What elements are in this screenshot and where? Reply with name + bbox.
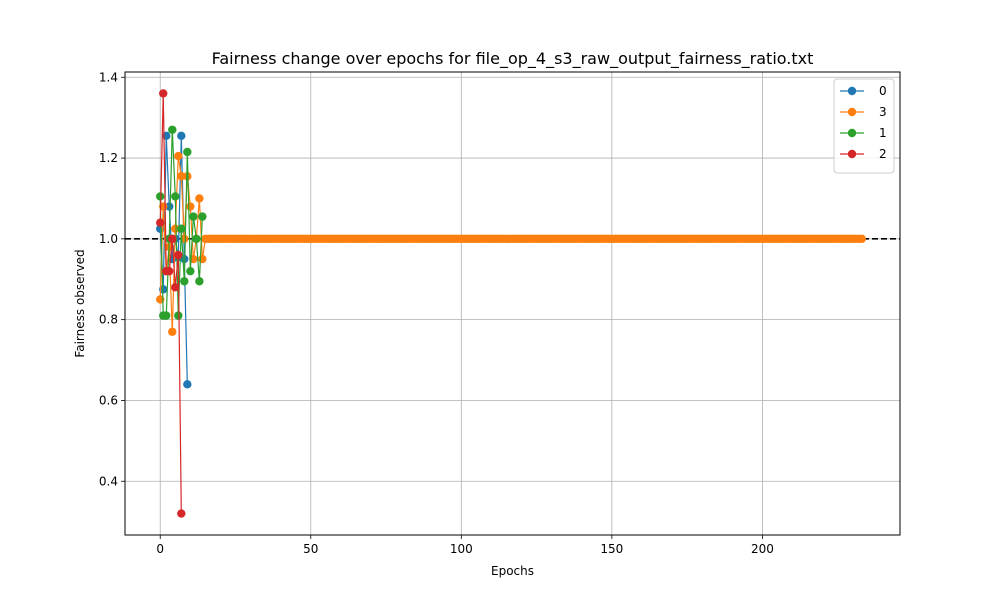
series-line	[159, 93, 182, 514]
x-tick-label: 200	[751, 542, 774, 556]
series-2	[156, 89, 186, 518]
data-point	[159, 89, 168, 98]
data-point	[177, 224, 186, 233]
y-tick-label: 0.4	[99, 474, 118, 488]
x-tick-label: 100	[450, 542, 473, 556]
data-point	[195, 277, 204, 286]
legend-box	[833, 78, 895, 174]
data-point	[171, 283, 180, 292]
x-tick-label: 0	[156, 542, 164, 556]
legend-marker-3	[847, 107, 857, 117]
data-point	[857, 234, 866, 244]
data-point	[198, 212, 207, 221]
series-layer	[156, 89, 866, 518]
legend-marker-0	[847, 86, 857, 96]
data-point	[177, 131, 186, 141]
y-tick-label: 0.6	[99, 393, 118, 407]
data-point	[195, 194, 204, 203]
series-3	[156, 151, 866, 336]
data-point	[174, 151, 183, 161]
chart-title: Fairness change over epochs for file_op_…	[212, 49, 814, 69]
data-point	[156, 192, 165, 201]
data-point	[192, 234, 201, 244]
x-tick-label: 50	[303, 542, 318, 556]
legend-label-3: 3	[879, 105, 887, 119]
y-tick-label: 0.8	[99, 313, 118, 327]
legend-marker-1	[847, 128, 857, 138]
data-point	[177, 509, 186, 518]
data-point	[171, 224, 180, 233]
data-point	[177, 172, 186, 181]
data-point	[165, 266, 174, 276]
legend-label-0: 0	[879, 84, 887, 98]
data-point	[168, 327, 177, 336]
data-point	[183, 380, 192, 389]
data-point	[186, 266, 195, 276]
y-tick-label: 1.0	[99, 232, 118, 246]
data-point	[174, 311, 183, 320]
y-tick-label: 1.4	[99, 70, 118, 84]
data-point	[162, 311, 171, 320]
plot-frame	[124, 71, 901, 536]
data-point	[183, 147, 192, 157]
plot-background	[125, 72, 900, 535]
data-point	[180, 277, 189, 286]
data-point	[174, 250, 183, 260]
data-point	[189, 212, 198, 221]
data-point	[156, 218, 165, 227]
data-point	[171, 192, 180, 201]
x-tick-label: 150	[600, 542, 623, 556]
x-axis-label: Epochs	[491, 564, 534, 578]
data-point	[186, 202, 195, 211]
data-point	[165, 202, 174, 211]
legend-label-2: 2	[879, 147, 887, 161]
data-point	[198, 254, 207, 264]
legend: 0 3 1 2	[833, 78, 895, 174]
y-axis-label: Fairness observed	[73, 249, 87, 357]
y-tick-label: 1.2	[99, 151, 118, 165]
data-point	[168, 234, 177, 244]
legend-marker-2	[847, 149, 857, 159]
tick-layer: 0 50 100 150 200 0.4 0.6 0.8 1.0 1.2 1.4	[99, 70, 774, 556]
data-point	[168, 125, 177, 134]
legend-label-1: 1	[879, 126, 887, 140]
